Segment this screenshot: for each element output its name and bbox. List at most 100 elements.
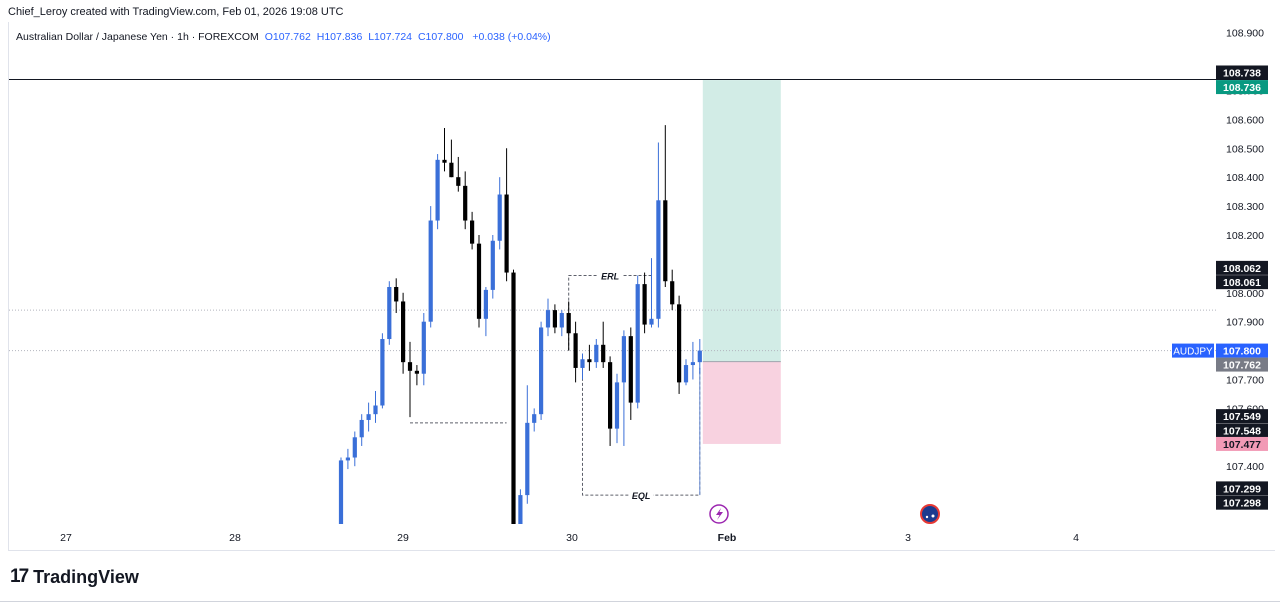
candle-body[interactable] — [428, 220, 433, 322]
candle-body[interactable] — [670, 281, 675, 305]
price-label: 108.738 — [1223, 67, 1261, 79]
y-tick-label: 108.300 — [1226, 201, 1264, 213]
price-label-box[interactable] — [1216, 423, 1268, 438]
legend-open: O107.762 — [264, 31, 311, 43]
price-chart[interactable]: ERLEQL108.900108.700108.600108.500108.40… — [0, 0, 1280, 560]
candle-body[interactable] — [490, 240, 495, 290]
candle-body[interactable] — [352, 437, 357, 458]
candle-body[interactable] — [421, 321, 426, 374]
candle-body[interactable] — [511, 272, 516, 524]
candle-body[interactable] — [373, 405, 378, 415]
eql-label: EQL — [632, 491, 651, 501]
candle-body[interactable] — [580, 359, 585, 368]
candle-body[interactable] — [504, 194, 509, 273]
y-tick-label: 108.200 — [1226, 230, 1264, 242]
chart-legend: Australian Dollar / Japanese Yen · 1h · … — [16, 31, 551, 43]
candle-body[interactable] — [642, 284, 647, 325]
symbol-tag: AUDJPY — [1173, 347, 1213, 358]
candle-body[interactable] — [663, 200, 668, 282]
erl-label-bg — [598, 270, 623, 281]
x-tick-label: 30 — [566, 532, 578, 544]
candle-body[interactable] — [587, 359, 592, 363]
candle-body[interactable] — [463, 185, 468, 221]
candle-body[interactable] — [366, 414, 371, 420]
candle-body[interactable] — [649, 318, 654, 325]
price-label: 107.477 — [1223, 439, 1261, 451]
y-tick-label: 107.900 — [1226, 317, 1264, 329]
candle-body[interactable] — [683, 365, 689, 383]
candle-body[interactable] — [380, 339, 385, 406]
candle-body[interactable] — [697, 350, 702, 363]
candle-body[interactable] — [345, 457, 350, 461]
price-label-box[interactable] — [1216, 343, 1268, 358]
candle-body[interactable] — [559, 313, 564, 328]
legend-low: L107.724 — [368, 31, 413, 43]
y-tick-label: 108.000 — [1226, 288, 1264, 300]
target-zone[interactable] — [702, 80, 781, 362]
candle-body[interactable] — [449, 162, 454, 178]
candle-body[interactable] — [476, 243, 482, 319]
candle-body[interactable] — [401, 301, 406, 363]
bottom-divider — [0, 601, 1280, 602]
candle-body[interactable] — [573, 333, 578, 368]
chart-caption: Chief_Leroy created with TradingView.com… — [8, 6, 344, 18]
candle-body[interactable] — [456, 177, 461, 186]
y-tick-label: 108.500 — [1226, 143, 1264, 155]
candle-body[interactable] — [545, 310, 551, 328]
candle-body[interactable] — [394, 287, 399, 302]
eql-bracket[interactable] — [582, 367, 701, 496]
candle-body[interactable] — [552, 310, 557, 328]
candle-body[interactable] — [414, 370, 419, 374]
candle-body[interactable] — [532, 414, 537, 423]
price-label-box[interactable] — [1216, 481, 1268, 496]
price-label-box[interactable] — [1216, 495, 1268, 510]
candle-body[interactable] — [442, 159, 447, 163]
candle-body[interactable] — [601, 344, 606, 363]
candle-body[interactable] — [690, 362, 695, 366]
tradingview-logo-icon: 17 — [10, 566, 29, 587]
price-label: 107.548 — [1223, 425, 1261, 437]
candle-body[interactable] — [518, 495, 523, 524]
y-tick-label: 108.900 — [1226, 28, 1264, 40]
candle-body[interactable] — [435, 159, 440, 221]
symbol-tag-box[interactable] — [1172, 343, 1214, 358]
candle-body[interactable] — [614, 382, 620, 429]
price-label: 108.736 — [1223, 82, 1261, 94]
candle-body[interactable] — [338, 460, 344, 524]
candle-body[interactable] — [470, 220, 475, 244]
price-label-box[interactable] — [1216, 65, 1268, 80]
price-label: 107.299 — [1223, 483, 1261, 495]
candle-body[interactable] — [656, 200, 661, 319]
price-label-box[interactable] — [1216, 409, 1268, 424]
candle-body[interactable] — [628, 336, 633, 403]
tradingview-logo[interactable]: 17 TradingView — [10, 566, 139, 588]
x-tick-label: 27 — [60, 532, 72, 544]
stop-zone[interactable] — [702, 361, 781, 444]
candle-body[interactable] — [635, 284, 640, 403]
price-label: 108.061 — [1223, 277, 1261, 289]
price-label-box[interactable] — [1216, 260, 1268, 275]
candle-body[interactable] — [497, 194, 502, 241]
price-label: 107.800 — [1223, 346, 1261, 358]
candle-body[interactable] — [594, 344, 599, 363]
erl-label: ERL — [601, 271, 619, 281]
price-label-box[interactable] — [1216, 436, 1268, 451]
candle-body[interactable] — [539, 327, 544, 415]
price-label-box[interactable] — [1216, 80, 1268, 95]
candle-body[interactable] — [387, 287, 392, 340]
lightning-icon-glyph — [716, 508, 723, 520]
candle-body[interactable] — [525, 422, 530, 496]
x-tick-label: 4 — [1073, 532, 1079, 544]
candle-body[interactable] — [621, 336, 626, 383]
candle-body[interactable] — [608, 362, 613, 429]
price-label-box[interactable] — [1216, 275, 1268, 290]
candle-body[interactable] — [677, 304, 682, 383]
price-label-box[interactable] — [1216, 357, 1268, 372]
candle-body[interactable] — [566, 313, 571, 334]
candle-body[interactable] — [483, 289, 488, 319]
candle-body[interactable] — [407, 362, 413, 371]
candle-body[interactable] — [359, 419, 364, 438]
flag-star-icon — [925, 515, 929, 519]
australia-flag-icon[interactable] — [920, 504, 940, 524]
price-label: 107.298 — [1223, 498, 1261, 510]
